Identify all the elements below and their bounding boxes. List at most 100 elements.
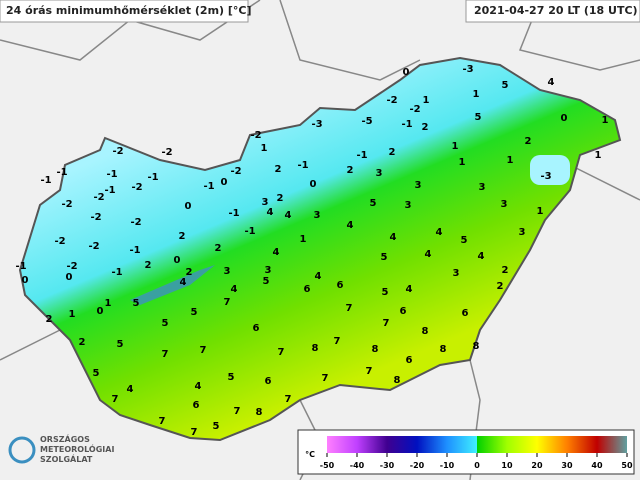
station-value: 0 <box>403 67 410 78</box>
station-value: -5 <box>361 116 372 127</box>
station-value: -2 <box>61 199 72 210</box>
station-value: 8 <box>473 341 480 352</box>
station-value: 0 <box>66 272 73 283</box>
station-value: 0 <box>221 177 228 188</box>
legend-tick-label: 50 <box>621 461 633 470</box>
station-value: 1 <box>261 143 268 154</box>
station-value: 5 <box>381 252 388 263</box>
station-value: 0 <box>174 255 181 266</box>
station-value: 8 <box>394 375 401 386</box>
station-value: -2 <box>230 166 241 177</box>
station-value: 2 <box>79 337 86 348</box>
station-value: 3 <box>501 199 508 210</box>
station-value: 4 <box>231 284 238 295</box>
station-value: 2 <box>347 165 354 176</box>
title: 24 órás minimumhőmérséklet (2m) [°C] <box>6 4 252 17</box>
legend-tick-label: 0 <box>474 461 480 470</box>
station-value: 7 <box>191 427 198 438</box>
station-value: 6 <box>337 280 344 291</box>
station-value: -1 <box>15 261 26 272</box>
station-value: 8 <box>422 326 429 337</box>
station-value: -1 <box>104 185 115 196</box>
station-value: 2 <box>179 231 186 242</box>
station-value: 3 <box>415 180 422 191</box>
station-value: 2 <box>277 193 284 204</box>
station-value: -2 <box>130 217 141 228</box>
logo: ORSZÁGOS METEOROLÓGIAI SZOLGÁLAT <box>8 433 114 464</box>
station-value: 5 <box>263 276 270 287</box>
station-value: -1 <box>129 245 140 256</box>
station-value: -1 <box>106 169 117 180</box>
legend-tick-label: -50 <box>320 461 335 470</box>
station-value: -2 <box>250 130 261 141</box>
station-value: 2 <box>145 260 152 271</box>
logo-text: ORSZÁGOS <box>40 433 90 444</box>
station-value: -3 <box>540 171 551 182</box>
station-value: 5 <box>370 198 377 209</box>
station-value: 0 <box>97 306 104 317</box>
station-value: -1 <box>203 181 214 192</box>
station-value: -2 <box>66 261 77 272</box>
station-value: 0 <box>22 275 29 286</box>
station-value: 1 <box>423 95 430 106</box>
station-value: 5 <box>213 421 220 432</box>
station-value: 4 <box>548 77 555 88</box>
legend-tick-label: 10 <box>501 461 513 470</box>
station-value: 3 <box>224 266 231 277</box>
station-value: 6 <box>400 306 407 317</box>
station-value: -1 <box>147 172 158 183</box>
station-value: 4 <box>478 251 485 262</box>
station-value: 2 <box>497 281 504 292</box>
station-value: 4 <box>127 384 134 395</box>
station-value: -2 <box>93 192 104 203</box>
station-value: 5 <box>382 287 389 298</box>
station-value: 3 <box>519 227 526 238</box>
station-value: 6 <box>304 284 311 295</box>
station-value: 8 <box>372 344 379 355</box>
station-value: 4 <box>285 210 292 221</box>
station-value: 7 <box>159 416 166 427</box>
station-value: -2 <box>90 212 101 223</box>
station-value: 2 <box>389 147 396 158</box>
station-value: 5 <box>228 372 235 383</box>
station-value: -1 <box>40 175 51 186</box>
station-value: 7 <box>162 349 169 360</box>
station-value: -1 <box>56 167 67 178</box>
station-value: 2 <box>46 314 53 325</box>
station-value: 4 <box>273 247 280 258</box>
station-value: -2 <box>88 241 99 252</box>
station-value: 3 <box>265 265 272 276</box>
station-value: 5 <box>461 235 468 246</box>
station-value: 6 <box>406 355 413 366</box>
station-value: -1 <box>228 208 239 219</box>
station-value: 4 <box>436 227 443 238</box>
station-value: -2 <box>131 182 142 193</box>
legend-tick-label: 30 <box>561 461 573 470</box>
station-value: -3 <box>311 119 322 130</box>
station-value: 1 <box>507 155 514 166</box>
station-value: -1 <box>297 160 308 171</box>
station-value: 3 <box>376 168 383 179</box>
station-value: 1 <box>473 89 480 100</box>
station-value: 4 <box>425 249 432 260</box>
station-value: 6 <box>265 376 272 387</box>
station-value: -1 <box>401 119 412 130</box>
station-value: 7 <box>112 394 119 405</box>
station-value: 3 <box>479 182 486 193</box>
station-value: 7 <box>366 366 373 377</box>
station-value: 1 <box>452 141 459 152</box>
station-value: 4 <box>180 277 187 288</box>
station-value: 4 <box>267 207 274 218</box>
station-value: 4 <box>315 271 322 282</box>
timestamp: 2021-04-27 20 LT (18 UTC) <box>474 4 638 17</box>
station-value: 2 <box>502 265 509 276</box>
legend-tick-label: 20 <box>531 461 543 470</box>
station-value: -2 <box>112 146 123 157</box>
station-value: 2 <box>422 122 429 133</box>
station-value: 8 <box>440 344 447 355</box>
station-value: 4 <box>347 220 354 231</box>
station-value: 5 <box>162 318 169 329</box>
lake <box>130 265 215 305</box>
station-value: 1 <box>459 157 466 168</box>
station-value: 7 <box>346 303 353 314</box>
